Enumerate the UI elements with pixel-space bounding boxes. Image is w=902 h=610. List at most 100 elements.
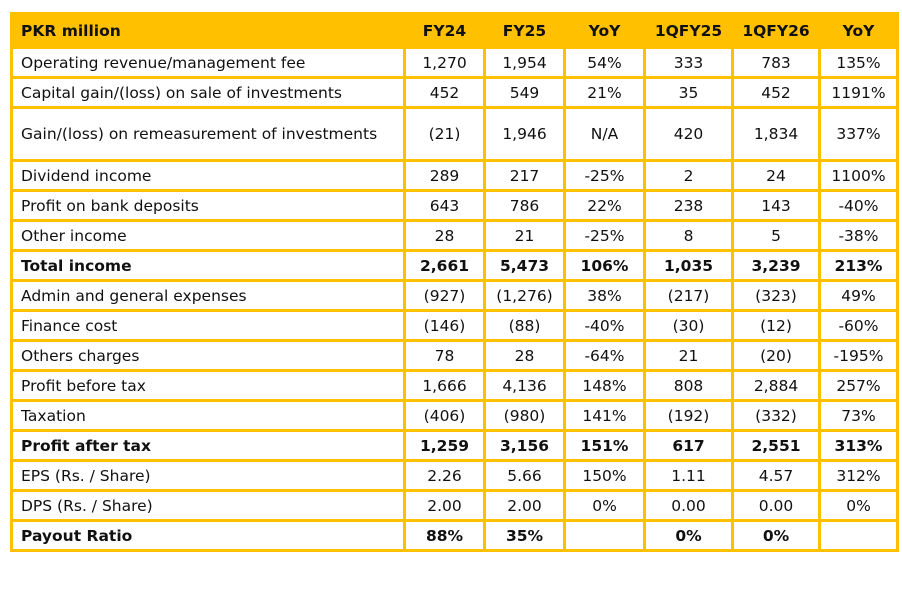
table-cell: (88): [483, 309, 566, 342]
table-cell: (217): [643, 279, 734, 312]
table-cell: 38%: [563, 279, 646, 312]
table-cell: -25%: [563, 159, 646, 192]
table-row: Dividend income 289 217 -25% 2 24 1100%: [10, 159, 899, 192]
table-cell: 1.11: [643, 459, 734, 492]
table-cell: 148%: [563, 369, 646, 402]
row-label: Dividend income: [10, 159, 406, 192]
table-cell: 78: [403, 339, 486, 372]
table-cell: 141%: [563, 399, 646, 432]
row-label: Payout Ratio: [10, 519, 406, 552]
table-cell: 643: [403, 189, 486, 222]
table-cell: 289: [403, 159, 486, 192]
table-row: EPS (Rs. / Share) 2.26 5.66 150% 1.11 4.57 312…: [10, 459, 899, 492]
table-cell: 1100%: [818, 159, 899, 192]
table-cell: [563, 519, 646, 552]
table-cell: 217: [483, 159, 566, 192]
row-label: Profit on bank deposits: [10, 189, 406, 222]
row-label: Admin and general expenses: [10, 279, 406, 312]
table-row: Profit on bank deposits 643 786 22% 238 143 -4…: [10, 189, 899, 222]
table-row: Profit after tax 1,259 3,156 151% 617 2,551 31…: [10, 429, 899, 462]
table-cell: 150%: [563, 459, 646, 492]
table-cell: 312%: [818, 459, 899, 492]
table-cell: 2,884: [731, 369, 821, 402]
table-cell: 549: [483, 76, 566, 109]
table-cell: 1,259: [403, 429, 486, 462]
table-cell: 238: [643, 189, 734, 222]
column-header: 1QFY26: [731, 12, 821, 49]
row-label: Capital gain/(loss) on sale of investmen…: [10, 76, 406, 109]
table-cell: (192): [643, 399, 734, 432]
table-row: Payout Ratio 88% 35% 0% 0%: [10, 519, 899, 552]
table-cell: 49%: [818, 279, 899, 312]
table-cell: 4,136: [483, 369, 566, 402]
table-cell: 3,156: [483, 429, 566, 462]
table-cell: 143: [731, 189, 821, 222]
table-cell: 0.00: [731, 489, 821, 522]
table-cell: 333: [643, 46, 734, 79]
table-cell: 3,239: [731, 249, 821, 282]
table-cell: (406): [403, 399, 486, 432]
row-label: Total income: [10, 249, 406, 282]
table-cell: 21: [643, 339, 734, 372]
column-header: YoY: [563, 12, 646, 49]
column-header: YoY: [818, 12, 899, 49]
table-cell: 617: [643, 429, 734, 462]
table-cell: 21: [483, 219, 566, 252]
table-cell: 0%: [818, 489, 899, 522]
table-cell: 2,551: [731, 429, 821, 462]
table-cell: -64%: [563, 339, 646, 372]
table-cell: 0%: [563, 489, 646, 522]
table-cell: (21): [403, 106, 486, 162]
table-row: Taxation (406) (980) 141% (192) (332) 73%: [10, 399, 899, 432]
income-statement-table: PKR million FY24 FY25 YoY 1QFY25 1QFY26 YoY Op…: [10, 12, 899, 552]
table-cell: 5: [731, 219, 821, 252]
table-row: Others charges 78 28 -64% 21 (20) -195%: [10, 339, 899, 372]
table-cell: 452: [403, 76, 486, 109]
row-label: Operating revenue/management fee: [10, 46, 406, 79]
table-cell: 88%: [403, 519, 486, 552]
table-cell: -25%: [563, 219, 646, 252]
table-cell: 5.66: [483, 459, 566, 492]
table-cell: [818, 519, 899, 552]
table-cell: 2,661: [403, 249, 486, 282]
column-header: FY25: [483, 12, 566, 49]
header-row: PKR million FY24 FY25 YoY 1QFY25 1QFY26 YoY: [10, 12, 899, 49]
row-label: Others charges: [10, 339, 406, 372]
table-cell: (980): [483, 399, 566, 432]
row-label: Profit before tax: [10, 369, 406, 402]
table-cell: 1,035: [643, 249, 734, 282]
table-cell: 452: [731, 76, 821, 109]
table-cell: 808: [643, 369, 734, 402]
table-cell: 35: [643, 76, 734, 109]
table-cell: (323): [731, 279, 821, 312]
table-cell: (332): [731, 399, 821, 432]
table-cell: 420: [643, 106, 734, 162]
table-cell: 213%: [818, 249, 899, 282]
table-cell: 54%: [563, 46, 646, 79]
table-cell: -38%: [818, 219, 899, 252]
table-cell: 151%: [563, 429, 646, 462]
table-cell: 73%: [818, 399, 899, 432]
row-label: Profit after tax: [10, 429, 406, 462]
header-unit-label: PKR million: [10, 12, 406, 49]
row-label: EPS (Rs. / Share): [10, 459, 406, 492]
table-row: Operating revenue/management fee 1,270 1,9…: [10, 46, 899, 79]
table-cell: 21%: [563, 76, 646, 109]
column-header: FY24: [403, 12, 486, 49]
table-cell: 5,473: [483, 249, 566, 282]
table-cell: (12): [731, 309, 821, 342]
table-cell: N/A: [563, 106, 646, 162]
table-row: DPS (Rs. / Share) 2.00 2.00 0% 0.00 0.00 0%: [10, 489, 899, 522]
table-cell: 1,946: [483, 106, 566, 162]
table-cell: 783: [731, 46, 821, 79]
table-cell: 257%: [818, 369, 899, 402]
table-cell: -60%: [818, 309, 899, 342]
table-cell: 337%: [818, 106, 899, 162]
table-cell: 2.26: [403, 459, 486, 492]
table-cell: 106%: [563, 249, 646, 282]
table-cell: 313%: [818, 429, 899, 462]
table-row: Capital gain/(loss) on sale of investmen…: [10, 76, 899, 109]
table-cell: (146): [403, 309, 486, 342]
table-cell: 0%: [731, 519, 821, 552]
table-cell: 4.57: [731, 459, 821, 492]
